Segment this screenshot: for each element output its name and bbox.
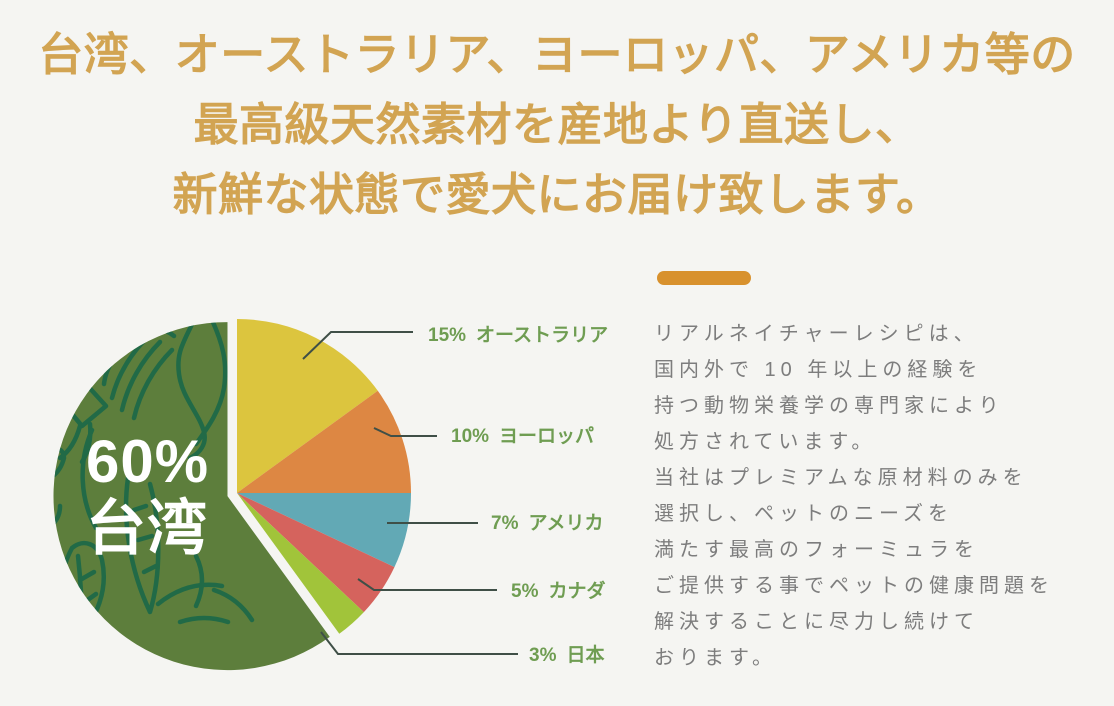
page-title-line-3: 新鮮な状態で愛犬にお届け致します。 (172, 169, 942, 220)
description-paragraph: リアルネイチャーレシピは、 国内外で 10 年以上の経験を 持つ動物栄養学の専門… (654, 316, 1104, 676)
leader-line-australia (302, 331, 413, 360)
description-line: 国内外で 10 年以上の経験を (654, 359, 983, 381)
accent-bar (657, 271, 751, 285)
leader-line-canada (357, 578, 497, 591)
description-line: 満たす最高のフォーミュラを (654, 539, 979, 561)
callout-america-percent: 7% (491, 513, 519, 534)
pie-slice-japan (237, 493, 364, 634)
description-line: 持つ動物栄養学の専門家により (654, 395, 1004, 417)
callout-canada: 5% カナダ (511, 576, 605, 603)
description-line: ご提供する事でペットの健康問題を (654, 575, 1054, 597)
callout-japan-percent: 3% (529, 645, 557, 666)
page-title-line-1: 台湾、オーストラリア、ヨーロッパ、アメリカ等の (38, 29, 1076, 80)
callout-japan: 3% 日本 (529, 640, 604, 667)
callout-australia-name: オーストラリア (476, 325, 609, 346)
pie-slice-europe (237, 390, 411, 493)
callout-japan-name: 日本 (566, 645, 605, 666)
callout-america: 7% アメリカ (491, 508, 604, 535)
page-title: 台湾、オーストラリア、ヨーロッパ、アメリカ等の 最高級天然素材を産地より直送し、… (0, 20, 1114, 230)
callout-europe-percent: 10% (451, 426, 490, 447)
pie-slice-australia (237, 319, 378, 493)
taiwan-slice-label: 60% 台湾 (86, 428, 209, 562)
description-line: 当社はプレミアムな原材料のみを (654, 467, 1028, 489)
callout-europe-name: ヨーロッパ (499, 426, 595, 447)
callout-america-name: アメリカ (528, 513, 604, 534)
pie-slice-canada (237, 493, 395, 613)
description-line: 選択し、ペットのニーズを (654, 503, 953, 525)
leader-line-japan (320, 631, 518, 655)
taiwan-slice-percent: 60% (86, 428, 210, 495)
description-line: 処方されています。 (654, 431, 877, 453)
callout-europe: 10% ヨーロッパ (451, 421, 594, 448)
description-line: リアルネイチャーレシピは、 (654, 323, 979, 345)
callout-australia-percent: 15% (428, 325, 467, 346)
callout-australia: 15% オーストラリア (428, 320, 608, 347)
page-title-line-2: 最高級天然素材を産地より直送し、 (193, 99, 921, 150)
callout-canada-percent: 5% (511, 581, 539, 602)
description-line: おります。 (654, 647, 777, 669)
callout-leader-lines (302, 331, 518, 655)
description-line: 解決することに尽力し続けて (654, 611, 979, 633)
callout-canada-name: カナダ (548, 581, 606, 602)
leader-line-europe (373, 427, 437, 437)
pie-slice-america (237, 493, 411, 568)
taiwan-slice-name: 台湾 (86, 495, 208, 562)
